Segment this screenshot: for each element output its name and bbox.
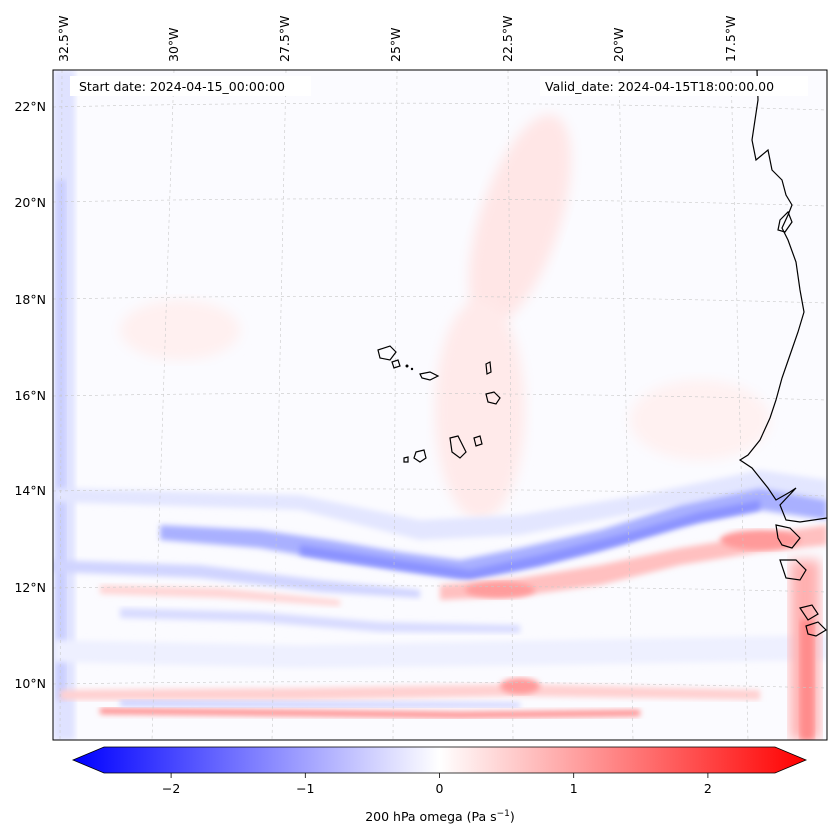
lat-label-14n: 14°N xyxy=(14,483,46,498)
colorbar: −2 −1 0 1 2 200 hPa omega (Pa s−1) xyxy=(71,746,808,824)
colorbar-tick-label: 0 xyxy=(436,781,444,796)
lat-label-20n: 20°N xyxy=(14,195,46,210)
lon-label-25w: 25°W xyxy=(388,27,403,62)
lat-label-12n: 12°N xyxy=(14,580,46,595)
colorbar-label: 200 hPa omega (Pa s−1) xyxy=(365,809,515,824)
valid-date-box xyxy=(540,76,808,96)
omega-field: Start date: 2024-04-15_00:00:00 Valid_da… xyxy=(53,70,827,740)
longitude-labels: 32.5°W 30°W 27.5°W 25°W 22.5°W 20°W 17.5… xyxy=(56,16,738,62)
lon-label-27-5w: 27.5°W xyxy=(277,16,292,62)
lon-label-20w: 20°W xyxy=(611,27,626,62)
latitude-labels: 22°N 20°N 18°N 16°N 14°N 12°N 10°N xyxy=(14,99,46,691)
colorbar-tick-label: −2 xyxy=(162,781,180,796)
lat-label-16n: 16°N xyxy=(14,388,46,403)
valid-date-text: Valid_date: 2024-04-15T18:00:00.00 xyxy=(545,79,774,94)
start-date-box xyxy=(70,76,311,96)
colorbar-tick-label: −1 xyxy=(296,781,314,796)
colorbar-tick-label: 2 xyxy=(704,781,712,796)
graticule xyxy=(53,70,827,740)
colorbar-gradient xyxy=(71,746,808,774)
start-date-text: Start date: 2024-04-15_00:00:00 xyxy=(79,79,285,94)
lon-label-22-5w: 22.5°W xyxy=(500,16,515,62)
colorbar-tick-label: 1 xyxy=(570,781,578,796)
coastline xyxy=(377,70,827,637)
lon-label-32-5w: 32.5°W xyxy=(56,16,71,62)
lat-label-22n: 22°N xyxy=(14,99,46,114)
lon-label-17-5w: 17.5°W xyxy=(723,16,738,62)
lon-label-30w: 30°W xyxy=(166,27,181,62)
map-frame xyxy=(52,69,828,741)
lat-label-18n: 18°N xyxy=(14,292,46,307)
lat-label-10n: 10°N xyxy=(14,676,46,691)
